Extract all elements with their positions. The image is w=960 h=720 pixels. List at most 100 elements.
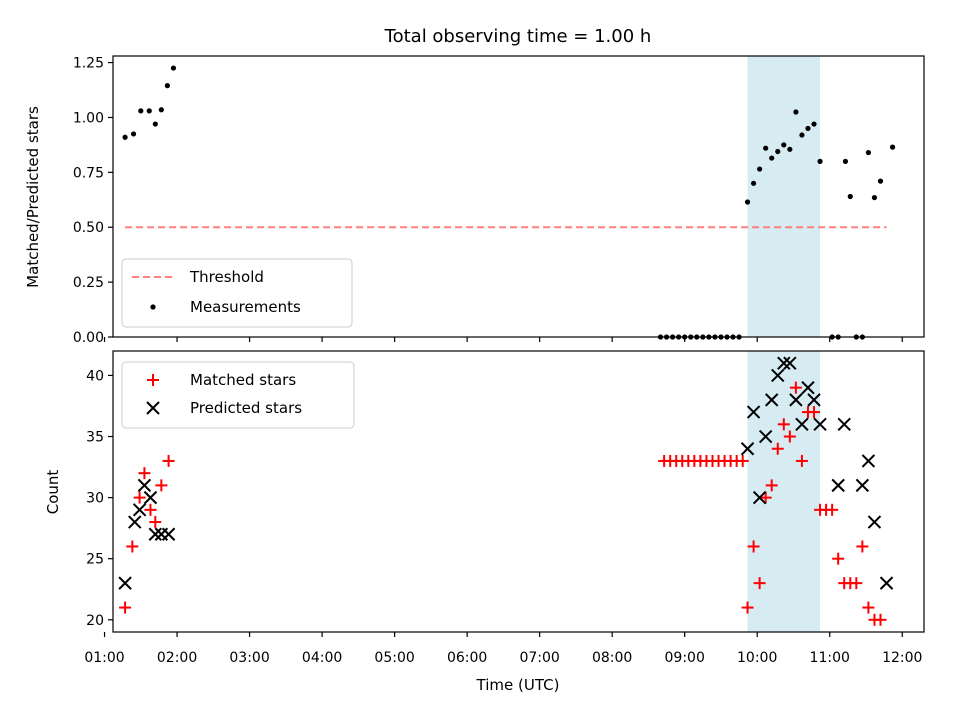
predicted-stars-point <box>801 380 815 395</box>
predicted-stars-point <box>128 515 142 529</box>
matched-stars-point <box>777 418 790 431</box>
measurement-point <box>170 65 177 71</box>
x-tick-label: 05:00 <box>374 650 414 666</box>
predicted-stars-point <box>137 478 152 493</box>
matched-stars-point <box>747 540 760 553</box>
bottom-y-tick-label: 40 <box>86 368 104 384</box>
measurement-point <box>817 158 823 164</box>
measurement-point <box>158 107 164 113</box>
top-panel-marks <box>122 65 896 340</box>
legend-predicted-swatch <box>146 401 160 415</box>
bottom-panel-shaded-interval <box>747 351 821 632</box>
top-panel-axes: 0.00 0.25 0.50 0.75 1.00 1.25 <box>73 56 903 346</box>
matched-stars-point <box>874 613 887 626</box>
x-tick-label: 06:00 <box>447 650 487 666</box>
measurement-point <box>805 125 811 132</box>
x-tick-label: 12:00 <box>882 650 922 666</box>
predicted-stars-point <box>771 368 785 383</box>
top-y-tick-label: 0.25 <box>73 275 104 291</box>
x-tick-label: 03:00 <box>229 650 269 666</box>
bottom-y-tick-label: 35 <box>86 430 104 446</box>
matched-stars-point <box>850 577 863 590</box>
top-y-tick-label: 1.00 <box>73 110 104 126</box>
predicted-stars-point <box>831 478 845 493</box>
measurement-point <box>763 145 769 151</box>
predicted-stars-point <box>132 503 147 517</box>
bottom-panel-frame <box>112 350 925 633</box>
matched-stars-point <box>765 479 778 492</box>
top-y-tick-label: 0.50 <box>73 220 104 236</box>
legend-matched-swatch <box>147 374 159 386</box>
matched-stars-point <box>138 467 151 480</box>
measurement-point <box>865 149 872 156</box>
legend-predicted-label: Predicted stars <box>190 399 302 417</box>
x-tick-label: 01:00 <box>84 650 124 666</box>
measurement-point <box>793 109 799 115</box>
measurement-point <box>775 148 781 155</box>
measurement-point <box>787 146 793 152</box>
x-tick-label: 04:00 <box>302 650 342 666</box>
bottom-panel-marks <box>118 356 894 626</box>
bottom-panel-y-axis-label: Count <box>44 470 62 515</box>
measurement-point <box>750 180 757 186</box>
matched-stars-point <box>155 479 168 492</box>
top-panel: 0.00 0.25 0.50 0.75 1.00 1.25 Matched/Predict… <box>24 55 925 346</box>
predicted-stars-point <box>867 515 882 529</box>
predicted-stars-point <box>758 429 773 444</box>
x-tick-label: 07:00 <box>519 650 559 666</box>
matched-stars-point <box>736 454 749 467</box>
matched-stars-point <box>144 503 157 516</box>
matched-stars-point <box>862 601 875 614</box>
predicted-stars-point <box>777 356 791 370</box>
predicted-stars-point <box>855 478 870 493</box>
predicted-stars-point <box>746 405 761 419</box>
top-panel-legend-box <box>121 258 353 328</box>
measurement-point <box>130 131 137 137</box>
matched-stars-point <box>795 454 808 467</box>
measurement-point <box>164 83 170 89</box>
bottom-panel-legend-box <box>121 361 355 429</box>
measurement-point <box>757 166 763 172</box>
matched-stars-point <box>808 406 821 419</box>
predicted-stars-point <box>148 527 163 541</box>
legend-threshold-label: Threshold <box>189 268 264 286</box>
measurement-point <box>781 142 787 148</box>
matched-stars-point <box>759 491 772 504</box>
predicted-stars-point <box>861 454 876 468</box>
x-tick-label: 11:00 <box>810 650 850 666</box>
measurement-point <box>871 194 878 201</box>
predicted-stars-point <box>118 576 132 590</box>
measurement-point <box>799 132 805 138</box>
predicted-stars-point <box>783 356 797 370</box>
matched-stars-point <box>741 601 754 614</box>
predicted-stars-point <box>813 417 827 432</box>
matched-stars-point <box>826 503 839 516</box>
bottom-y-tick-label: 20 <box>86 613 104 629</box>
measurement-point <box>847 193 853 200</box>
measurement-point <box>146 108 152 114</box>
matched-stars-point <box>133 491 146 504</box>
top-panel-y-axis-label: Matched/Predicted stars <box>24 106 42 288</box>
measurement-point <box>138 108 144 114</box>
x-tick-label: 10:00 <box>737 650 777 666</box>
legend-measurements-label: Measurements <box>190 298 301 316</box>
predicted-stars-point <box>161 527 176 541</box>
x-tick-label: 02:00 <box>157 650 197 666</box>
matched-stars-point <box>789 381 802 394</box>
matched-stars-point <box>119 601 132 614</box>
chart-title: Total observing time = 1.00 h <box>384 26 652 47</box>
predicted-stars-point <box>143 490 158 505</box>
top-panel-frame <box>112 55 925 338</box>
matched-stars-point <box>149 516 162 529</box>
x-tick-label: 08:00 <box>592 650 632 666</box>
bottom-y-tick-label: 25 <box>86 552 104 568</box>
measurement-point <box>842 158 849 164</box>
top-y-tick-label: 0.75 <box>73 165 104 181</box>
measurement-point <box>811 121 817 127</box>
matched-stars-point <box>856 540 869 553</box>
predicted-stars-point <box>807 393 821 407</box>
measurement-point <box>889 144 896 150</box>
legend-measurements-swatch <box>150 304 156 310</box>
top-panel-shaded-interval <box>747 56 821 337</box>
